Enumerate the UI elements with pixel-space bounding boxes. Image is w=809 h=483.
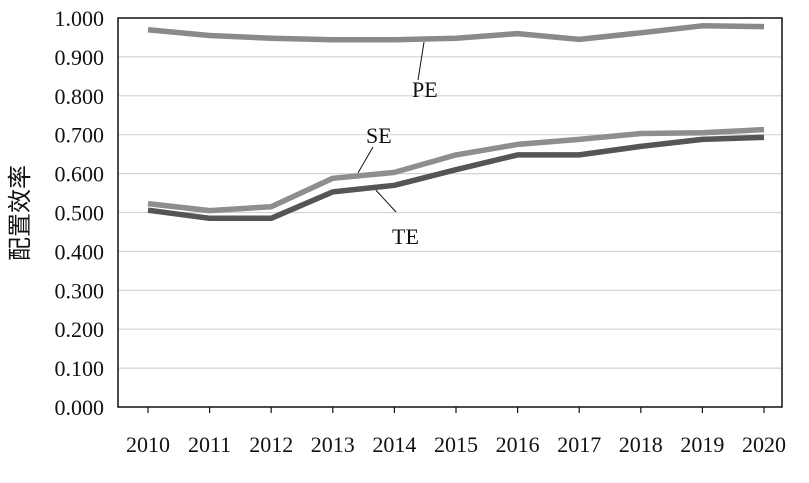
- x-tick-label: 2020: [742, 432, 786, 457]
- x-tick-label: 2013: [311, 432, 355, 457]
- x-tick-label: 2010: [126, 432, 170, 457]
- y-tick-label: 0.300: [55, 278, 105, 303]
- y-tick-label: 0.500: [55, 201, 105, 226]
- y-tick-label: 0.000: [55, 395, 105, 420]
- series-line-se: [147, 126, 765, 214]
- annotation-leader-se: [357, 146, 374, 174]
- series-label-pe: PE: [412, 77, 438, 102]
- x-tick-label: 2012: [249, 432, 293, 457]
- y-tick-label: 0.100: [55, 356, 105, 381]
- x-axis-tick-labels: 2010 2011 2012 2013 2014 2015 2016 2017 2018 2019…: [126, 407, 786, 457]
- y-tick-label: 0.900: [55, 45, 105, 70]
- annotation-leader-pe: [417, 41, 425, 81]
- y-tick-label: 1.000: [55, 6, 105, 31]
- x-tick-label: 2018: [619, 432, 663, 457]
- x-tick-label: 2011: [188, 432, 231, 457]
- series-lines: [147, 23, 765, 222]
- plot-frame: [117, 17, 783, 408]
- x-tick-label: 2017: [557, 432, 601, 457]
- y-tick-label: 0.600: [55, 162, 105, 187]
- series-annotations: PE SE TE: [357, 41, 438, 249]
- x-tick-label: 2015: [434, 432, 478, 457]
- y-tick-label: 0.700: [55, 123, 105, 148]
- series-label-se: SE: [366, 123, 392, 148]
- y-axis-title: 配置效率: [6, 165, 34, 261]
- y-axis-tick-labels: 0.000 0.100 0.200 0.300 0.400 0.500 0.600 0.700…: [55, 6, 105, 420]
- series-line-te: [147, 134, 765, 222]
- y-tick-label: 0.400: [55, 239, 105, 264]
- x-tick-label: 2019: [680, 432, 724, 457]
- x-tick-label: 2016: [496, 432, 540, 457]
- y-tick-label: 0.800: [55, 84, 105, 109]
- y-tick-label: 0.200: [55, 317, 105, 342]
- series-label-te: TE: [392, 224, 419, 249]
- series-line-pe: [147, 23, 765, 43]
- annotation-leader-te: [375, 189, 397, 213]
- x-tick-label: 2014: [372, 432, 416, 457]
